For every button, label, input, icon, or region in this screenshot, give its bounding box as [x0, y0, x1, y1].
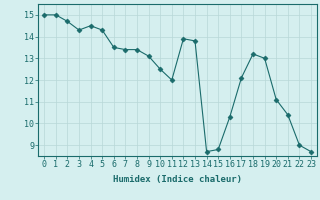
X-axis label: Humidex (Indice chaleur): Humidex (Indice chaleur) [113, 175, 242, 184]
